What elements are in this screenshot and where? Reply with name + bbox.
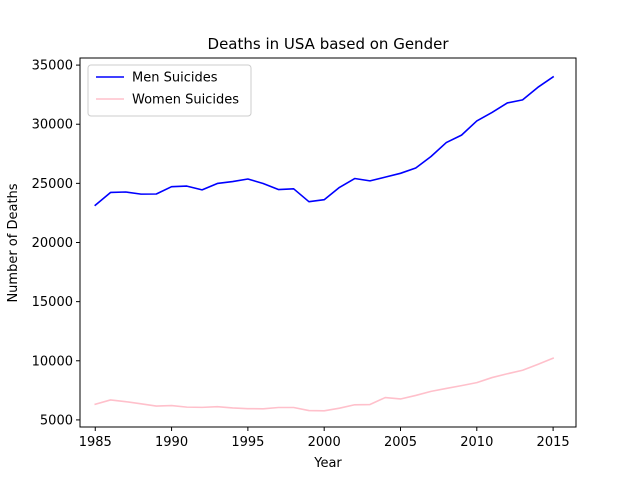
x-tick-label: 2010 [460, 435, 493, 450]
y-tick-label: 5000 [40, 413, 73, 428]
x-tick-label: 2015 [537, 435, 570, 450]
legend-label: Men Suicides [132, 71, 218, 86]
y-tick-label: 30000 [32, 118, 73, 133]
y-tick-label: 20000 [32, 236, 73, 251]
x-axis-label: Year [313, 456, 342, 471]
y-tick-label: 25000 [32, 177, 73, 192]
y-tick-label: 15000 [32, 295, 73, 310]
series-line-men-suicides [94, 75, 555, 207]
y-tick-label: 10000 [32, 354, 73, 369]
legend: Men Suicides Women Suicides [87, 64, 252, 117]
x-tick-label: 2005 [384, 435, 417, 450]
y-tick-label: 35000 [32, 59, 73, 74]
x-tick-label: 1990 [155, 435, 188, 450]
x-tick-label: 1985 [79, 435, 112, 450]
chart-title: Deaths in USA based on Gender [208, 35, 450, 53]
x-tick-label: 2000 [308, 435, 341, 450]
plot-frame [79, 57, 577, 428]
plot-lines [94, 75, 555, 412]
series-line-women-suicides [94, 357, 555, 412]
legend-label: Women Suicides [132, 93, 239, 108]
y-axis-label: Number of Deaths [6, 183, 21, 302]
x-axis-ticks: 1985 1990 1995 2000 2005 2010 2015 [79, 427, 570, 450]
x-tick-label: 1995 [231, 435, 264, 450]
y-axis-ticks: 5000 10000 15000 20000 25000 30000 35000 [32, 59, 80, 428]
legend-box [87, 64, 252, 117]
